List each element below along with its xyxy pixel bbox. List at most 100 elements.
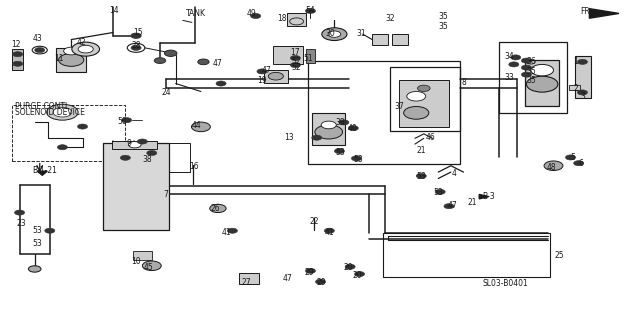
Circle shape — [13, 52, 23, 57]
Text: 18: 18 — [278, 14, 287, 23]
Text: 6: 6 — [579, 159, 584, 168]
Bar — [273, 46, 303, 64]
Circle shape — [57, 145, 68, 150]
Text: PURGE CONTL: PURGE CONTL — [15, 102, 69, 111]
Circle shape — [345, 264, 355, 269]
Circle shape — [290, 62, 300, 68]
Text: 29: 29 — [317, 278, 327, 287]
Text: 38: 38 — [143, 155, 152, 164]
Circle shape — [131, 45, 141, 50]
Circle shape — [348, 125, 358, 131]
Text: 53: 53 — [353, 155, 363, 164]
Bar — [308, 61, 460, 164]
Circle shape — [121, 155, 131, 160]
Bar — [116, 143, 190, 172]
Circle shape — [131, 33, 141, 38]
Text: 49: 49 — [246, 9, 256, 18]
Text: SL03-B0401: SL03-B0401 — [482, 279, 528, 288]
Text: 29: 29 — [304, 268, 314, 277]
Text: 54: 54 — [305, 6, 316, 15]
Bar — [12, 105, 126, 161]
Bar — [239, 273, 259, 284]
Circle shape — [305, 8, 316, 13]
Text: 30: 30 — [326, 29, 336, 38]
Text: 37: 37 — [394, 102, 404, 111]
Circle shape — [509, 62, 519, 67]
Text: 40: 40 — [347, 124, 357, 132]
Text: 19: 19 — [257, 76, 267, 85]
Text: 48: 48 — [547, 163, 557, 172]
Text: B-3: B-3 — [482, 192, 495, 201]
Circle shape — [59, 53, 84, 66]
Text: 20: 20 — [353, 271, 362, 280]
Circle shape — [53, 108, 72, 117]
Bar — [312, 114, 345, 145]
Text: 13: 13 — [284, 132, 293, 141]
Text: 53: 53 — [32, 239, 42, 248]
Text: 34: 34 — [504, 52, 514, 61]
Text: 31: 31 — [356, 29, 365, 38]
Circle shape — [435, 189, 445, 195]
Text: SOLENOID DEVICE: SOLENOID DEVICE — [15, 108, 85, 117]
Text: 21: 21 — [468, 197, 478, 206]
Circle shape — [322, 28, 347, 41]
Text: 35: 35 — [439, 22, 448, 31]
Circle shape — [28, 266, 41, 272]
Text: 39: 39 — [336, 118, 346, 127]
Text: 14: 14 — [109, 6, 119, 15]
Text: 3: 3 — [580, 92, 585, 101]
Circle shape — [268, 72, 283, 80]
Bar — [306, 50, 315, 63]
Text: FR.: FR. — [580, 7, 592, 16]
Text: 27: 27 — [242, 278, 251, 287]
Text: 50: 50 — [117, 116, 127, 126]
Circle shape — [129, 141, 141, 148]
Text: 20: 20 — [343, 263, 353, 272]
Text: 52: 52 — [292, 57, 301, 66]
Bar — [390, 67, 460, 131]
Text: 45: 45 — [144, 263, 153, 272]
Text: 35: 35 — [439, 12, 448, 21]
Text: 43: 43 — [32, 34, 42, 43]
Circle shape — [251, 13, 261, 19]
Circle shape — [577, 59, 587, 64]
Text: 10: 10 — [131, 257, 141, 266]
Bar — [103, 143, 169, 230]
Text: 7: 7 — [163, 190, 168, 199]
Text: 12: 12 — [12, 40, 21, 49]
Text: 21: 21 — [416, 146, 426, 155]
Circle shape — [510, 55, 521, 60]
Text: 11: 11 — [54, 54, 63, 63]
Bar — [264, 69, 288, 83]
Text: 41: 41 — [221, 228, 231, 237]
Text: 16: 16 — [189, 162, 199, 171]
Circle shape — [521, 65, 531, 70]
Text: B-1-21: B-1-21 — [32, 166, 57, 175]
Text: 33: 33 — [504, 73, 514, 82]
Circle shape — [339, 120, 349, 125]
Circle shape — [72, 42, 100, 56]
Text: 5: 5 — [570, 153, 575, 162]
Circle shape — [305, 268, 316, 273]
Text: 35: 35 — [526, 67, 536, 76]
Circle shape — [574, 161, 584, 166]
Circle shape — [147, 150, 157, 156]
Text: 1: 1 — [574, 57, 579, 66]
Text: 26: 26 — [210, 204, 220, 213]
Text: 17: 17 — [290, 48, 300, 57]
Text: 53: 53 — [32, 226, 42, 235]
Circle shape — [312, 135, 322, 140]
Text: 46: 46 — [426, 132, 435, 141]
Circle shape — [416, 173, 427, 179]
Text: 42: 42 — [76, 38, 86, 47]
Text: 47: 47 — [212, 59, 222, 68]
Circle shape — [191, 122, 210, 132]
Text: 24: 24 — [162, 88, 171, 97]
Circle shape — [209, 204, 226, 212]
Circle shape — [155, 58, 166, 63]
Circle shape — [565, 155, 575, 160]
Circle shape — [290, 55, 300, 60]
Text: 25: 25 — [555, 251, 564, 260]
Text: 38: 38 — [154, 155, 163, 161]
Circle shape — [13, 61, 23, 66]
